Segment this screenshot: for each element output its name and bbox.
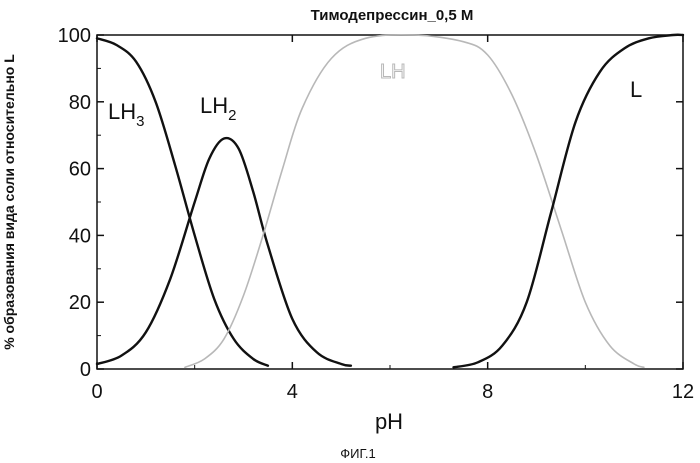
series-label-lh3: LH3 [108, 99, 144, 130]
x-tick-label: 12 [672, 381, 694, 403]
series-label-lh2: LH2 [200, 93, 236, 124]
y-tick-label: 20 [69, 292, 91, 314]
y-tick-label: 80 [69, 92, 91, 114]
series-line-lh3 [97, 38, 268, 365]
x-tick-label: 8 [482, 381, 493, 403]
series-label-lh: LH [380, 61, 406, 83]
series-line-l [454, 35, 684, 368]
y-axis-label: % образования вида соли относительно L [1, 54, 17, 350]
y-tick-label: 0 [80, 359, 91, 381]
series-line-lh2 [97, 138, 351, 366]
axis-ticks: 0 20 40 60 80 100 0 4 8 12 [58, 25, 695, 403]
series-labels: LH3 LH2 LH L [108, 61, 642, 130]
y-tick-label: 60 [69, 159, 91, 181]
x-tick-label: 4 [287, 381, 298, 403]
chart-title: Тимодепрессин_0,5 М [311, 7, 474, 24]
y-tick-label: 40 [69, 225, 91, 247]
figure-caption: ФИГ.1 [340, 446, 376, 461]
x-tick-label: 0 [91, 381, 102, 403]
y-tick-label: 100 [58, 25, 91, 47]
series-line-lh [185, 35, 644, 368]
series-curves [97, 35, 683, 368]
series-label-l: L [630, 77, 642, 102]
x-axis-label: pH [375, 409, 403, 434]
